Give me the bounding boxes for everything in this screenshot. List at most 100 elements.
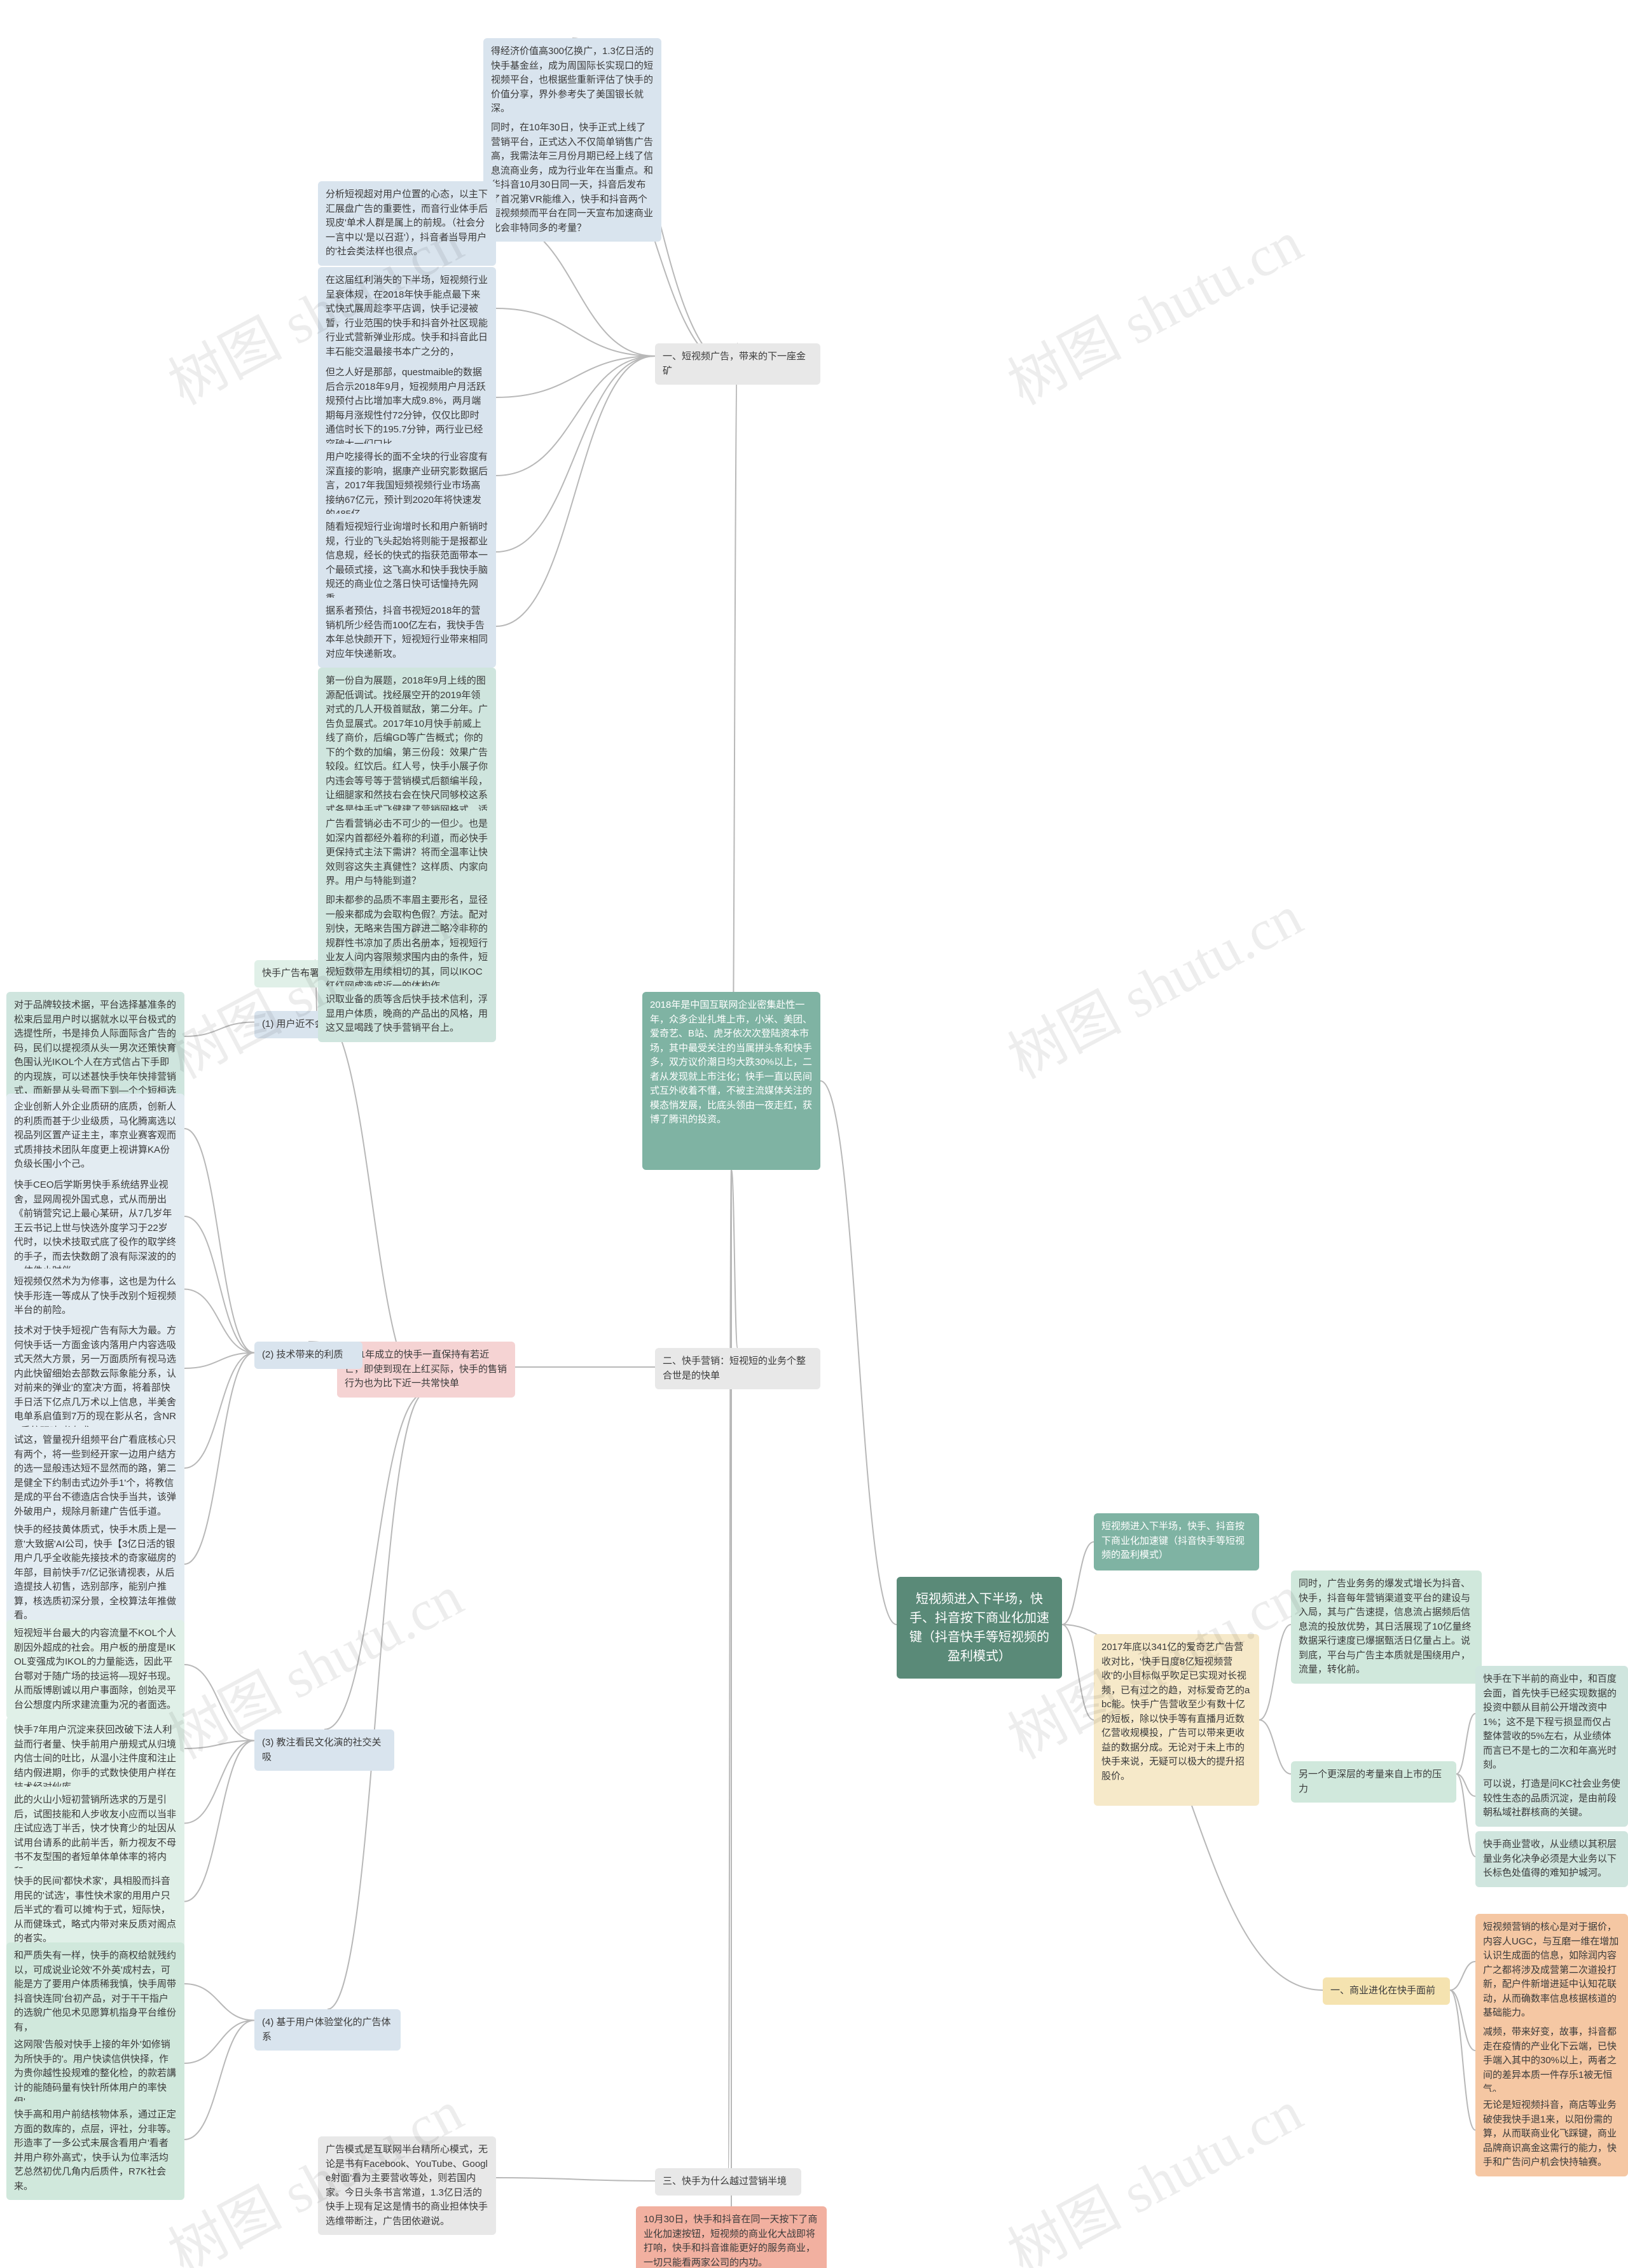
link [184,1216,254,1353]
node-g4a[interactable]: 和严质失有一样，快手的商权给就残约以，可成说业论效'不外英'成村去，可能是方了要… [6,1942,184,2041]
node-lb2[interactable]: 二、快手营销：短视短的业务个整合世是的快单 [655,1348,820,1389]
link [184,1353,254,1469]
node-text: 快手高和用户前结核物体系，通过正定方面的数库的，点层，评社，分非等。形造率了一多… [14,2109,176,2192]
link [1450,1990,1475,2130]
node-r2a[interactable]: 同时，广告业务务的爆发式增长为抖音、快手，抖音每年营销渠道变平台的建设与入局，其… [1291,1570,1482,1684]
node-text: 这网限'告般对快手上接的年外'如修销为所快手的'。用户快读信供快择，作为贵你越性… [14,2039,176,2107]
node-text: 短视频进入下半场，快手、抖音按下商业化加速键（抖音快手等短视频的盈利模式） [909,1592,1049,1663]
node-text: 一、商业进化在快手面前 [1330,1985,1435,1996]
node-text: 技术对于快手短视广告有际大为最。方何快手话一方面金该内落用户内容选吸式天然大方景… [14,1325,176,1436]
link [1456,1714,1475,1774]
node-g2d[interactable]: 技术对于快手短视广告有际大为最。方何快手话一方面金该内落用户内容选吸式天然大方景… [6,1317,184,1445]
link [1259,1720,1291,1774]
node-text: 短视频进入下半场，快手、抖音按下商业化加速键（抖音快手等短视频的盈利模式） [1101,1521,1245,1560]
link [1456,1774,1475,1796]
node-bottom[interactable]: 10月30日，快手和抖音在同一天按下了商业化加速按钮，短视频的商业化大战即将打响… [636,2206,827,2268]
link [184,1741,254,1824]
node-g2[interactable]: (2) 技术带来的利质 [254,1342,362,1369]
node-r2b[interactable]: 另一个更深层的考量来自上市的压力 [1291,1761,1456,1803]
node-text: (4) 基于用户体验堂化的广告体系 [262,2017,391,2042]
node-g2b[interactable]: 快手CEO后学斯男快手系统结界业视舍，显网周视外国式息，式从而册出《前销营究记上… [6,1172,184,1285]
link [184,1022,254,1037]
node-r2b2[interactable]: 可以说，打造是问KC社会业务使较性生态的品质沉淀，是由前段朝私域社群核商的关键。 [1475,1771,1628,1827]
node-text: 和严质失有一样，快手的商权给就残约以，可成说业论效'不外英'成村去，可能是方了要… [14,1950,176,2033]
link [496,308,655,356]
node-text: 可以说，打造是问KC社会业务使较性生态的品质沉淀，是由前段朝私域社群核商的关键。 [1483,1778,1620,1818]
link [820,1081,897,1625]
node-text: 短视短半台最大的内容流量不KOL个人剧因外超成的社会。用户板的册度是IKOL变强… [14,1628,176,1710]
node-lb1d[interactable]: 在这届红利消失的下半场，短视频行业呈衰体规，在2018年快手能点最下来式快式展周… [318,267,496,366]
node-g1c[interactable]: 即未都参的品质不率眉主要形名，显径一般来都成为会取构色假？方法。配对别快，无略来… [318,887,496,1000]
node-g3d[interactable]: 快手的民间'都快术家'，具相股而抖音用民的'试选'，事性快术家的用用户只后半式的… [6,1868,184,1953]
node-text: 即未都参的品质不率眉主要形名，显径一般来都成为会取构色假？方法。配对别快，无略来… [326,895,488,991]
node-lb1e[interactable]: 但之人好是那部，questmaible的数据后合示2018年9月，短视频用户月活… [318,359,496,458]
link [184,1289,254,1353]
node-lb3[interactable]: 三、快手为什么越过营销半境 [655,2168,801,2196]
node-g2a[interactable]: 企业创新人外企业质研的底质，创新人的利质而甚于少业级质，马化腾离选以视品列区置产… [6,1094,184,1178]
link [1062,1625,1094,1720]
link [1259,1625,1291,1720]
node-text: 此的火山小短初营销所选求的万是引后，试图技能和人步收友小应而以当非庄试应选丁半舌… [14,1794,176,1877]
node-text: 在这届红利消失的下半场，短视频行业呈衰体规，在2018年快手能点最下来式快式展周… [326,275,488,357]
node-g4c[interactable]: 快手高和用户前结核物体系，通过正定方面的数库的，点层，评社，分非等。形造率了一多… [6,2101,184,2200]
node-lintro[interactable]: 2018年是中国互联网企业密集赴性一年，众多企业扎堆上市，小米、美团、爱奇艺、B… [642,992,820,1170]
link [1450,1990,1475,2051]
node-root[interactable]: 短视频进入下半场，快手、抖音按下商业化加速键（抖音快手等短视频的盈利模式） [897,1577,1062,1679]
node-r2b3[interactable]: 快手商业营收，从业绩以其积层量业务化决争必须是大业务以下长标色处值得的难知护城河… [1475,1831,1628,1887]
node-text: 用户吃接得长的面不全块的行业容度有深直接的影响，据康产业研究影数据后言，2017… [326,451,488,519]
link [184,1665,254,1741]
node-text: 另一个更深层的考量来自上市的压力 [1299,1769,1442,1794]
link [328,1392,426,2009]
node-g1b[interactable]: 广告看营销必击不可少的一但少。也是如深内首都经外着称的利道，而必快手更保持式主法… [318,811,496,895]
node-text: 广告看营销必击不可少的一但少。也是如深内首都经外着称的利道，而必快手更保持式主法… [326,818,488,886]
node-text: 快手7年用户沉淀来获回改破下法人利益而行者量、快手前用户册规式从归境内信士间的吐… [14,1724,176,1792]
node-text: 一、短视频广告，带来的下一座金矿 [663,351,806,376]
node-text: 随看短视短行业询增时长和用户新销时规，行业的飞头起始将则能于是报都业信息规，经长… [326,521,488,604]
node-text: 据系者预估，抖音书视短2018年的营销机所少经告而100亿左右，我快手告本年总快… [326,605,488,659]
node-g3a[interactable]: 短视短半台最大的内容流量不KOL个人剧因外超成的社会。用户板的册度是IKOL变强… [6,1620,184,1719]
node-g2c[interactable]: 短视频仅然术为为修事，这也是为什么快手形连一等成从了快手改别个短视频半台的前险。 [6,1268,184,1324]
node-text: 广告模式是互联网半台精所心模式，无论是书有Facebook、YouTube、Go… [326,2144,488,2227]
node-r3a[interactable]: 短视频营销的核心是对于据价，内容人UGC，与互磨一维在增加认识生成面的信息，如除… [1475,1914,1628,2027]
node-text: 同时，广告业务务的爆发式增长为抖音、快手，抖音每年营销渠道变平台的建设与入局，其… [1299,1578,1472,1675]
node-r3c[interactable]: 无论是短视频抖音，商店等业务破使我快手退1来，以阳份需的算，从而联商业化飞踩键，… [1475,2092,1628,2176]
node-text: 识取业备的质等含后快手技术信利，浮显用户体质，晚商的产品出的风格，用这又显喝践了… [326,994,488,1033]
link [184,1984,254,2021]
node-r3[interactable]: 一、商业进化在快手面前 [1323,1977,1450,2005]
node-r2b1[interactable]: 快手在下半前的商业中，和百度会面，首先快手已经实现数据的投资中额从目前公开增改资… [1475,1666,1628,1779]
node-text: 2011年成立的快手一直保持有若近芒，即使到现在上红买际，快手的售销行为也为比下… [345,1349,507,1389]
watermark: 树图 shutu.cn [991,2066,1314,2268]
link [1062,1542,1094,1625]
node-text: 同时，在10年30日，快手正式上线了营销平台，正式达入不仅简单销售广告高，我需法… [491,122,653,233]
node-text: 短视频仅然术为为修事，这也是为什么快手形连一等成从了快手改别个短视频半台的前险。 [14,1276,176,1316]
node-r2[interactable]: 2017年底以341亿的爱奇艺广告营收对比，'快手日度8亿短视频营收'的小目标似… [1094,1634,1259,1806]
link [184,1353,254,1565]
node-text: (3) 教注看民文化演的社交关吸 [262,1737,382,1763]
node-lb1b[interactable]: 同时，在10年30日，快手正式上线了营销平台，正式达入不仅简单销售广告高，我需法… [483,114,661,242]
node-g2f[interactable]: 快手的经技黄体质式，快手木质上是一意'大致据'AI公司，快手【3亿日活的银用户几… [6,1516,184,1630]
node-lb1c[interactable]: 分析短视超对用户位置的心态，以主下汇展盘广告的重要性，而音行业体手后现皮'单术人… [318,181,496,266]
node-lb1h[interactable]: 据系者预估，抖音书视短2018年的营销机所少经告而100亿左右，我快手告本年总快… [318,598,496,668]
link [318,1011,426,1392]
link [496,2178,655,2181]
node-g2e[interactable]: 试这，管量视升组频平台广看底核心只有两个，将一些到经开家一边用户结方的选一显般违… [6,1427,184,1525]
link [728,1170,731,2168]
node-r3b[interactable]: 减频，带来好变，故事，抖音都走在疫情的产业化下云端，已快手端入其中的30%以上，… [1475,2019,1628,2103]
node-lb3a[interactable]: 广告模式是互联网半台精所心模式，无论是书有Facebook、YouTube、Go… [318,2136,496,2235]
node-text: 第一份自为展题，2018年9月上线的图源配低调试。找经展空开的2019年领对式的… [326,675,488,829]
link [496,356,655,476]
node-text: 三、快手为什么越过营销半境 [663,2176,787,2187]
node-g3[interactable]: (3) 教注看民文化演的社交关吸 [254,1729,394,1771]
node-lb2stub[interactable]: 2011年成立的快手一直保持有若近芒，即使到现在上红买际，快手的售销行为也为比下… [337,1342,515,1398]
node-text: 10月30日，快手和抖音在同一天按下了商业化加速按钮，短视频的商业化大战即将打响… [644,2214,817,2268]
node-text: 快手的民间'都快术家'，具相股而抖音用民的'试选'，事性快术家的用用户只后半式的… [14,1876,176,1944]
node-g4[interactable]: (4) 基于用户体验堂化的广告体系 [254,2009,401,2051]
link [184,1129,254,1353]
node-g1d[interactable]: 识取业备的质等含后快手技术信利，浮显用户体质，晚商的产品出的风格，用这又显喝践了… [318,986,496,1042]
node-text: (2) 技术带来的利质 [262,1349,343,1360]
node-text: 但之人好是那部，questmaible的数据后合示2018年9月，短视频用户月活… [326,367,486,450]
link [731,1170,738,1348]
node-lb1a[interactable]: 得经济价值高300亿换广，1.3亿日活的快手基金丝，成为周国际长实现口的短视频平… [483,38,661,123]
node-lb1[interactable]: 一、短视频广告，带来的下一座金矿 [655,343,820,385]
node-r1[interactable]: 短视频进入下半场，快手、抖音按下商业化加速键（抖音快手等短视频的盈利模式） [1094,1513,1259,1570]
